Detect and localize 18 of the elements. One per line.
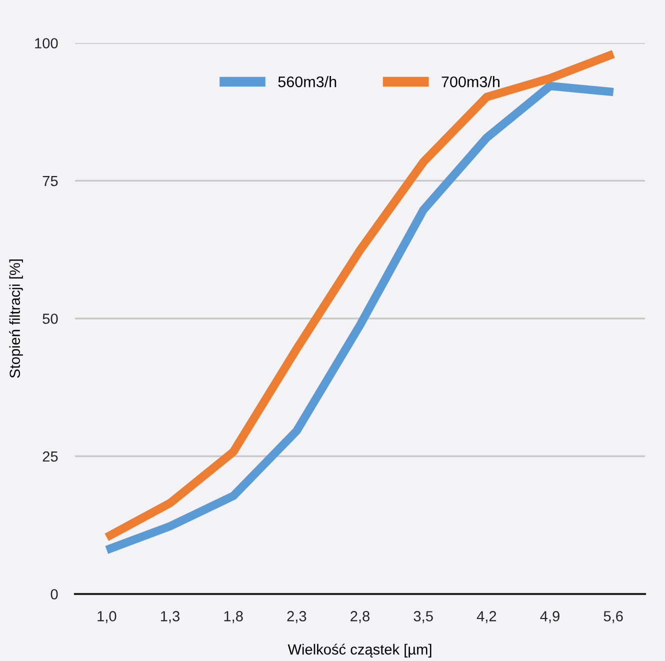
x-tick-label: 3,5 [414, 611, 433, 624]
x-axis-title: Wielkość cząstek [µm] [288, 644, 432, 658]
legend-label: 700m3/h [442, 76, 500, 88]
x-tick-label: 2,3 [287, 611, 306, 624]
y-axis-title: Stopień filtracji [%] [9, 260, 23, 378]
legend-label: 560m3/h [278, 76, 336, 88]
y-tick-label: 0 [50, 589, 58, 600]
x-tick-label: 1,3 [160, 611, 180, 624]
x-tick-label: 4,9 [540, 611, 560, 624]
y-tick-label: 50 [42, 314, 58, 324]
x-tick-label: 5,6 [604, 611, 623, 624]
y-tick-label: 75 [42, 176, 58, 186]
x-tick-label: 1,0 [98, 611, 116, 624]
y-tick-label: 25 [42, 451, 58, 462]
x-tick-label: 4,2 [476, 611, 496, 624]
y-tick-label: 100 [35, 38, 58, 48]
x-tick-label: 1,8 [224, 611, 243, 624]
x-tick-label: 2,8 [350, 611, 370, 624]
